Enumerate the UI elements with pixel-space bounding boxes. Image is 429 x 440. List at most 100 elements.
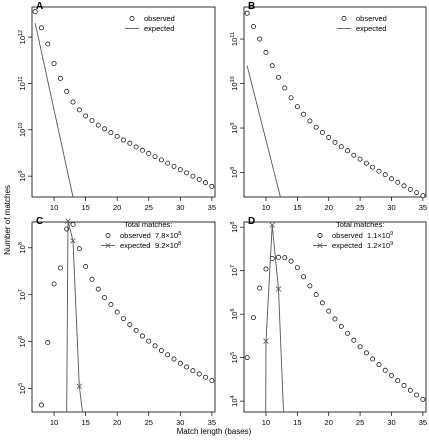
observed-point bbox=[57, 265, 63, 271]
x-tick-label: 35 bbox=[208, 203, 216, 212]
observed-point bbox=[301, 274, 307, 280]
observed-point bbox=[389, 373, 394, 378]
observed-point bbox=[209, 378, 215, 384]
observed-point bbox=[209, 183, 215, 189]
observed-point bbox=[45, 41, 51, 47]
legend-expected-label: expected bbox=[332, 241, 362, 250]
observed-point bbox=[171, 356, 177, 362]
x-tick-label: 10 bbox=[262, 418, 270, 427]
observed-point bbox=[89, 118, 95, 123]
y-tick-label: 1010 bbox=[18, 123, 27, 137]
panel-b: B 10 15 20 25 30 35 108 109 1010 1011 observedexpec… bbox=[230, 1, 427, 212]
observed-point bbox=[345, 330, 351, 336]
legend-title: Total matches: bbox=[336, 220, 384, 229]
x-tick-label: 30 bbox=[176, 203, 184, 212]
y-axis-title: Number of matches bbox=[3, 185, 12, 255]
legend-observed-marker bbox=[105, 233, 111, 238]
observed-point bbox=[351, 152, 357, 158]
observed-point bbox=[244, 10, 250, 16]
legend-observed-label: observed bbox=[144, 14, 175, 23]
x-tick-label: 35 bbox=[419, 418, 427, 427]
observed-point bbox=[420, 193, 426, 199]
observed-point bbox=[319, 130, 325, 135]
plot-frame bbox=[243, 221, 427, 413]
observed-point bbox=[376, 362, 382, 368]
observed-point bbox=[83, 264, 89, 270]
panel-a: A 10 15 20 25 30 35 109 1010 1011 1012 observedexpe… bbox=[18, 1, 216, 212]
panel-c: C 10 15 20 25 30 35 105 106 107 108 Total matches: o… bbox=[18, 216, 216, 427]
observed-point bbox=[282, 85, 288, 91]
observed-point bbox=[127, 140, 133, 146]
x-tick-label: 20 bbox=[113, 418, 121, 427]
observed-point bbox=[152, 154, 158, 160]
observed-point bbox=[307, 283, 313, 289]
observed-point bbox=[95, 286, 101, 292]
x-tick-label: 30 bbox=[176, 418, 184, 427]
panels: A10 15 20 25 30 35109101010111012observedexpe… bbox=[18, 1, 427, 427]
observed-point bbox=[370, 356, 376, 362]
legend-observed-marker bbox=[317, 233, 323, 238]
observed-point bbox=[294, 265, 300, 271]
observed-point bbox=[257, 36, 263, 42]
expected-point bbox=[263, 338, 269, 344]
observed-point bbox=[114, 133, 120, 139]
plot-frame bbox=[31, 221, 216, 413]
observed-point bbox=[114, 309, 120, 315]
observed-point bbox=[401, 183, 407, 189]
legend-observed-label: observed bbox=[332, 231, 363, 240]
observed-point bbox=[382, 367, 388, 373]
x-axis-title: Match length (bases) bbox=[177, 427, 252, 436]
observed-point bbox=[95, 122, 101, 128]
y-tick-label: 106 bbox=[230, 308, 239, 319]
observed-point bbox=[57, 75, 63, 81]
observed-point bbox=[64, 88, 70, 94]
y-tick-label: 107 bbox=[18, 289, 27, 300]
observed-point bbox=[294, 104, 300, 110]
observed-point bbox=[203, 180, 208, 186]
expected-point bbox=[76, 383, 83, 389]
observed-point bbox=[83, 113, 89, 119]
expected-point bbox=[65, 218, 71, 224]
observed-point bbox=[158, 348, 164, 353]
observed-point bbox=[133, 144, 139, 150]
observed-point bbox=[363, 350, 369, 356]
y-tick-label: 109 bbox=[18, 170, 27, 181]
panel-letter: C bbox=[36, 216, 43, 227]
observed-point bbox=[288, 95, 294, 101]
observed-point bbox=[121, 137, 126, 143]
y-tick-label: 1010 bbox=[230, 76, 239, 90]
observed-point bbox=[158, 157, 164, 163]
observed-point bbox=[108, 302, 114, 308]
observed-point bbox=[177, 167, 183, 173]
observed-point bbox=[152, 343, 158, 349]
observed-point bbox=[196, 176, 202, 182]
observed-point bbox=[121, 316, 126, 322]
observed-point bbox=[45, 340, 51, 346]
observed-point bbox=[313, 292, 319, 298]
x-tick-label: 10 bbox=[262, 203, 270, 212]
observed-point bbox=[326, 134, 332, 140]
x-tick-label: 15 bbox=[81, 203, 89, 212]
observed-point bbox=[146, 150, 152, 156]
observed-point bbox=[39, 402, 44, 408]
y-tick-label: 106 bbox=[18, 336, 27, 347]
observed-point bbox=[70, 221, 76, 227]
legend-observed-marker bbox=[129, 16, 135, 21]
observed-point bbox=[319, 300, 325, 306]
observed-point bbox=[395, 378, 401, 384]
x-tick-label: 30 bbox=[387, 418, 395, 427]
expected-line bbox=[34, 23, 74, 198]
x-tick-label: 25 bbox=[356, 418, 364, 427]
observed-point bbox=[326, 308, 332, 314]
observed-point bbox=[338, 144, 344, 150]
observed-point bbox=[257, 285, 263, 291]
y-tick-label: 1011 bbox=[18, 76, 27, 90]
observed-point bbox=[89, 276, 95, 282]
observed-point bbox=[190, 368, 196, 374]
observed-point bbox=[70, 99, 76, 105]
observed-point bbox=[102, 295, 108, 300]
x-tick-label: 30 bbox=[387, 203, 395, 212]
